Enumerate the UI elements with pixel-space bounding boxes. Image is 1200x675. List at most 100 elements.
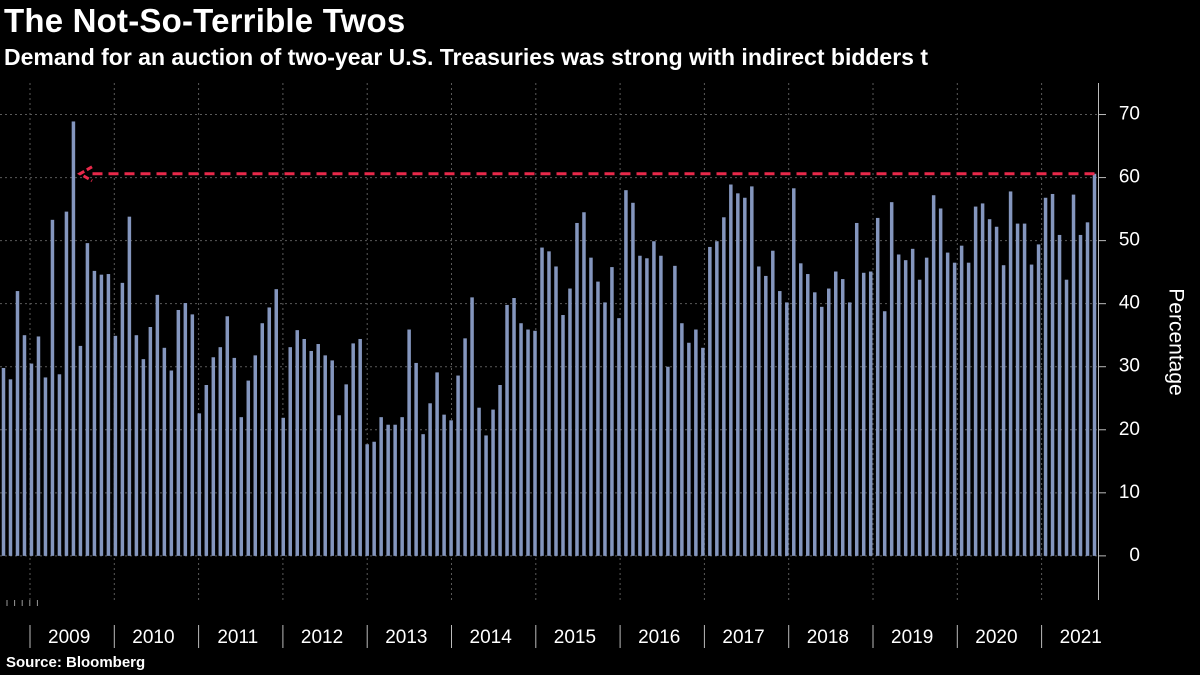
bar (484, 435, 488, 556)
bar (92, 270, 97, 556)
bar (1078, 234, 1083, 556)
bar (225, 316, 230, 556)
bar (547, 251, 551, 556)
bar (218, 347, 223, 556)
bar (638, 255, 642, 556)
bar (833, 271, 838, 556)
bar (372, 441, 376, 556)
bar (980, 203, 985, 556)
bar (246, 380, 251, 556)
x-tick-label: 2012 (301, 627, 343, 648)
bar (994, 226, 999, 556)
bar (1057, 234, 1062, 556)
bar (813, 292, 817, 556)
bar (15, 291, 20, 556)
bar (400, 417, 404, 556)
bar (29, 363, 34, 556)
bar (882, 311, 887, 556)
bar (1029, 264, 1034, 556)
bar (505, 304, 509, 556)
bars (1, 121, 1097, 556)
bar (99, 274, 104, 556)
bar (36, 336, 41, 556)
bar (295, 330, 299, 556)
bar (1036, 244, 1041, 556)
bar (1050, 193, 1055, 556)
bar (680, 323, 684, 556)
bar (470, 297, 474, 556)
bar (302, 338, 306, 556)
bar (379, 417, 383, 556)
bar (120, 282, 125, 556)
chart-subtitle: Demand for an auction of two-year U.S. T… (4, 44, 929, 70)
bar (610, 267, 614, 556)
bar (491, 409, 495, 556)
bar (910, 248, 915, 556)
bar (477, 407, 481, 556)
bar (155, 294, 160, 556)
bar (973, 206, 978, 556)
bar (603, 302, 607, 556)
bar (253, 355, 258, 556)
bar (519, 323, 523, 556)
bar (589, 257, 593, 556)
bar (778, 291, 782, 556)
bar (854, 222, 859, 556)
bar (22, 335, 27, 556)
bar (582, 212, 586, 556)
bar (708, 246, 712, 556)
bar (435, 372, 439, 556)
bar (281, 417, 285, 556)
bar (57, 374, 62, 556)
bar (498, 385, 502, 556)
bar (694, 329, 698, 556)
x-tick-label: 2014 (470, 627, 513, 648)
bar (1092, 173, 1097, 556)
bar (917, 279, 922, 556)
y-tick-label: 0 (1129, 545, 1140, 566)
bar (889, 202, 894, 556)
bar (176, 309, 181, 556)
bar (729, 184, 733, 556)
bar (722, 217, 726, 556)
bar (896, 254, 901, 556)
bar (1071, 194, 1076, 556)
bar (875, 217, 880, 556)
bar (323, 355, 327, 556)
bar (806, 274, 810, 556)
bar (966, 262, 971, 556)
bar (428, 403, 432, 556)
bar (351, 343, 355, 556)
arrow-head (77, 165, 93, 183)
bar (540, 247, 544, 556)
bar (50, 219, 55, 556)
bar (1015, 223, 1020, 556)
bar (71, 121, 76, 556)
bar (924, 257, 929, 556)
bar (267, 307, 272, 556)
bar (799, 263, 803, 556)
x-tick-label: 2020 (975, 627, 1017, 648)
bar (575, 222, 579, 556)
bar (309, 350, 313, 556)
bar (288, 347, 292, 556)
bar (743, 197, 747, 556)
bar (792, 188, 796, 556)
bar (659, 255, 663, 556)
bar (959, 245, 964, 556)
bar (673, 265, 677, 556)
bar (764, 275, 768, 556)
x-tick-label: 2021 (1060, 627, 1102, 648)
x-tick-label: 2011 (217, 627, 258, 648)
bar (512, 298, 516, 556)
bar (113, 335, 118, 556)
bar (337, 415, 341, 556)
bar (449, 420, 453, 556)
bar (785, 302, 789, 556)
bar (1064, 279, 1069, 556)
x-tick-label: 2015 (554, 627, 596, 648)
bar (190, 314, 195, 556)
bar (701, 347, 705, 556)
x-tick-label: 2019 (891, 627, 933, 648)
annotation-arrow (77, 165, 1095, 183)
